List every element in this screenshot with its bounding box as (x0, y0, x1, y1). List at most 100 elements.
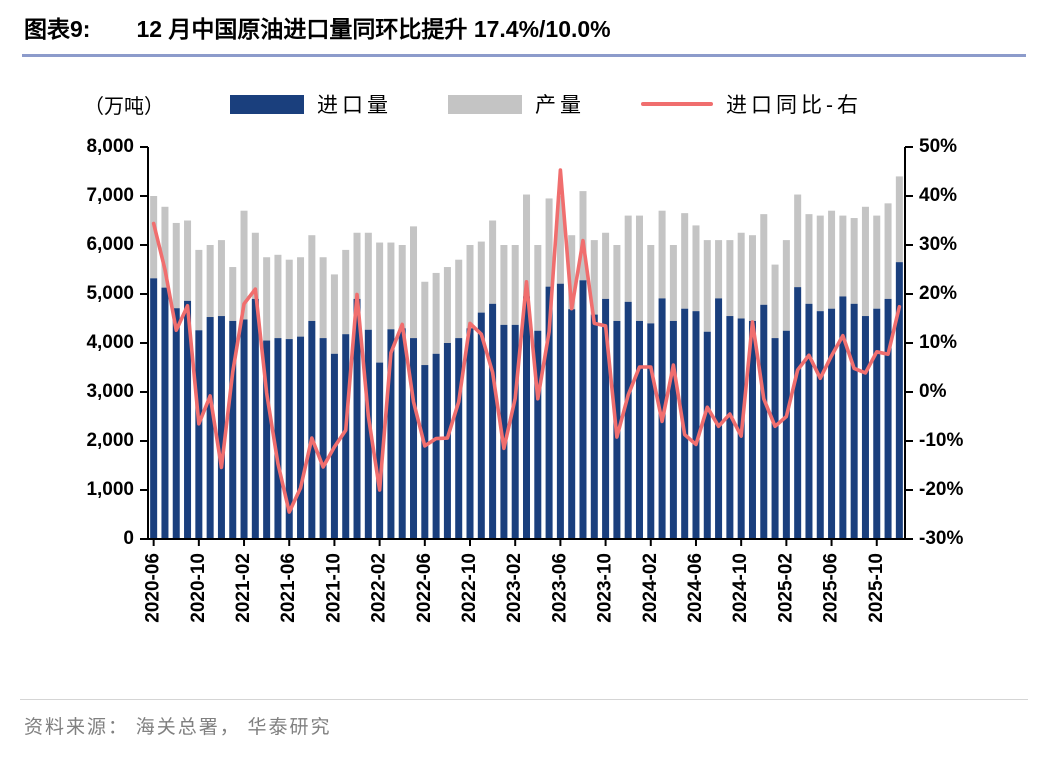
production-bar (816, 215, 824, 312)
right-axis-tick-label: 40% (919, 185, 957, 206)
production-bar (195, 249, 203, 331)
production-bar (274, 254, 282, 339)
source-note: 资料来源： 海关总署， 华泰研究 (24, 717, 332, 738)
import-bar (771, 338, 779, 539)
x-axis-tick-label: 2023-10 (595, 553, 616, 623)
production-bar (726, 240, 734, 317)
production-bar (511, 245, 519, 325)
import-bar (816, 311, 824, 539)
import-bar (669, 320, 677, 539)
import-bar (511, 324, 519, 539)
right-axis-tick-label: -30% (919, 528, 963, 549)
import-bar (229, 320, 237, 539)
production-bar-swatch-icon (448, 94, 522, 114)
import-bar (477, 312, 485, 539)
left-axis-tick-label: 3,000 (86, 381, 134, 402)
x-axis-tick-label: 2025-06 (821, 553, 842, 623)
production-bar (895, 176, 903, 263)
crude-oil-imports-combo-chart: 0 1,000 2,000 3,000 4,000 5,000 6,000 7,000 8,00… (86, 136, 963, 623)
figure-title-row: 图表9: 12 月中国原油进口量同环比提升 17.4%/10.0% (0, 0, 1048, 44)
production-bar (308, 235, 316, 321)
import-bar (805, 303, 813, 539)
left-axis-tick-label: 5,000 (86, 283, 134, 304)
production-bar (489, 220, 497, 304)
production-bar (387, 242, 395, 330)
production-bar (161, 206, 169, 288)
import-bar (647, 323, 655, 539)
production-bar (715, 240, 723, 299)
import-bar (421, 365, 429, 539)
import-bar (602, 298, 610, 539)
right-axis-tick-label: 50% (919, 136, 957, 157)
production-bar (376, 242, 384, 363)
production-bar (240, 210, 248, 320)
import-bar (850, 303, 858, 539)
production-bar (839, 215, 847, 297)
right-axis-tick-label: -10% (919, 430, 963, 451)
production-bar (477, 241, 485, 313)
production-bar (703, 240, 711, 332)
production-bar (658, 210, 666, 299)
import-bar (466, 328, 474, 539)
x-axis-tick-label: 2020-06 (143, 553, 164, 623)
production-bar (590, 240, 598, 315)
production-bar (229, 267, 237, 321)
import-bar (782, 330, 790, 539)
left-axis-tick-label: 7,000 (86, 185, 134, 206)
import-bar (794, 287, 802, 539)
x-axis-tick-label: 2025-10 (866, 553, 887, 623)
import-bar (534, 330, 542, 539)
left-axis-tick-label: 4,000 (86, 332, 134, 353)
production-bar (523, 194, 531, 297)
import-bar (319, 338, 327, 539)
production-bar (771, 264, 779, 339)
import-bar (398, 328, 406, 539)
import-bar (455, 338, 463, 539)
right-axis-tick-label: 0% (919, 381, 947, 402)
figure-title: 12 月中国原油进口量同环比提升 17.4%/10.0% (136, 16, 611, 42)
right-axis-tick-label: -20% (919, 479, 963, 500)
production-bar (319, 257, 327, 339)
production-bar (884, 203, 892, 299)
production-bar (545, 198, 553, 287)
import-bar (251, 298, 259, 539)
production-bar (534, 245, 542, 331)
import-bar (579, 280, 587, 539)
left-axis-tick-label: 6,000 (86, 234, 134, 255)
import-bar (184, 300, 192, 539)
production-bar (737, 232, 745, 319)
import-bar (206, 317, 214, 539)
import-bar (760, 304, 768, 539)
production-bar (353, 232, 361, 299)
production-bar (217, 240, 225, 317)
import-bar (568, 309, 576, 539)
production-bar (579, 191, 587, 281)
x-axis-tick-label: 2025-02 (775, 553, 796, 623)
import-bar (240, 319, 248, 539)
footer-divider (20, 699, 1028, 700)
production-bar (805, 214, 813, 304)
import-bar (545, 286, 553, 539)
import-bar (703, 331, 711, 539)
legend-item-production: 产量 (448, 89, 585, 119)
imports-bar-swatch-icon (230, 94, 304, 114)
production-bar (556, 196, 564, 284)
production-bar (172, 222, 180, 309)
import-bar (895, 262, 903, 539)
production-bar (364, 232, 372, 330)
legend-item-yoy: 进口同比-右 (641, 89, 862, 119)
import-bar (839, 296, 847, 539)
import-bar (410, 338, 418, 539)
production-bar (432, 272, 440, 354)
import-bar (150, 278, 158, 539)
import-bar (285, 339, 293, 539)
production-bar (828, 210, 836, 309)
production-bar (794, 194, 802, 288)
production-bar (602, 232, 610, 299)
legend-row: （万吨） 进口量 产量 进口同比-右 (0, 89, 1048, 119)
production-bar (297, 257, 305, 337)
legend-label-production: 产量 (535, 94, 585, 117)
import-bar (523, 296, 531, 539)
x-axis-tick-label: 2022-06 (414, 553, 435, 623)
production-bar (184, 220, 192, 301)
